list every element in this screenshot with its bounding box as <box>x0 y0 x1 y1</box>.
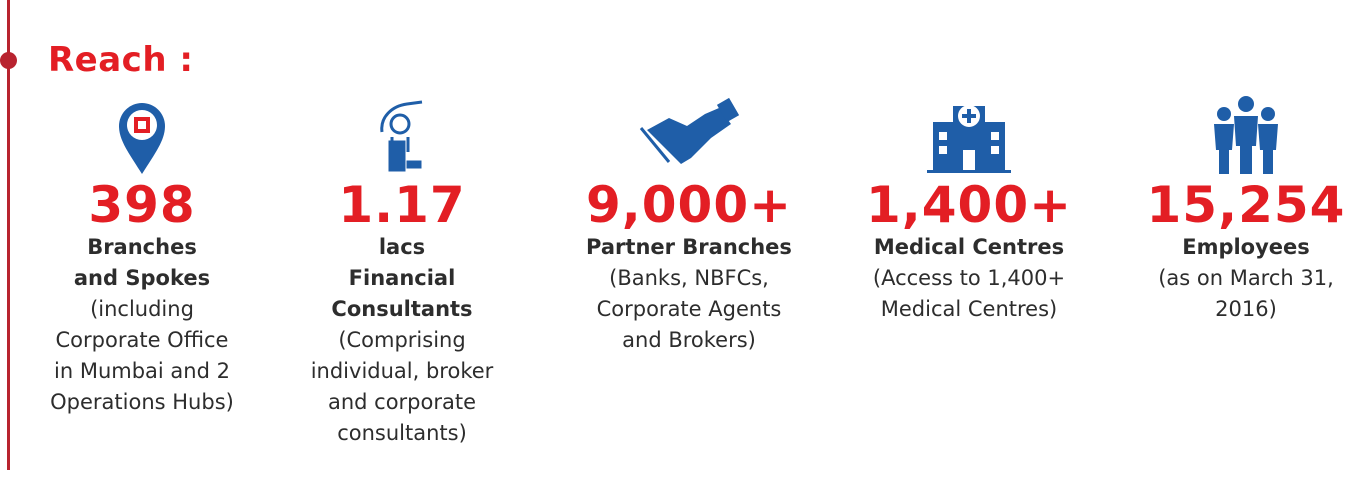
stat-column: 398 Branches and Spokes (including Corporate… <box>0 92 287 418</box>
stat-value: 1.17 <box>338 176 466 234</box>
stat-note: (Access to 1,400+ <box>872 266 1066 290</box>
stat-note: (Comprising <box>338 328 466 352</box>
side-rail <box>7 0 10 470</box>
stat-note: (including <box>90 297 194 321</box>
stat-column: 1.17 lacs Financial Consultants (Comprising i… <box>257 92 547 449</box>
stat-label: Partner Branches <box>586 235 792 259</box>
stat-label: Consultants <box>331 297 473 321</box>
stat-label: and Spokes <box>73 266 211 290</box>
stat-note: Corporate Office <box>55 328 229 352</box>
employees-icon <box>1214 96 1278 174</box>
stat-note: individual, broker <box>310 359 494 383</box>
stat-note: and Brokers) <box>622 328 756 352</box>
stat-value: 9,000+ <box>585 176 793 234</box>
stat-column: 1,400+ Medical Centres (Access to 1,400+ Me… <box>824 92 1114 325</box>
stat-label: Employees <box>1182 235 1310 259</box>
stat-note: (Banks, NBFCs, <box>609 266 769 290</box>
stat-note: (as on March 31, <box>1158 266 1334 290</box>
handshake-icon <box>639 97 739 164</box>
stat-label: Financial <box>348 266 456 290</box>
stat-note: consultants) <box>337 421 467 445</box>
hospital-icon <box>927 105 1011 173</box>
location-icon <box>119 103 165 174</box>
stat-label: Medical Centres <box>873 235 1065 259</box>
stat-note: Medical Centres) <box>880 297 1058 321</box>
stat-note: Corporate Agents <box>596 297 782 321</box>
stat-note: 2016) <box>1215 297 1277 321</box>
stat-column: 9,000+ Partner Branches (Banks, NBFCs, Corp… <box>544 92 834 356</box>
stat-value: 1,400+ <box>865 176 1073 234</box>
section-title: Reach : <box>48 40 194 80</box>
rail-dot <box>0 52 17 69</box>
stat-label: lacs <box>378 235 426 259</box>
stat-value: 398 <box>88 176 196 234</box>
consultant-icon <box>380 100 423 172</box>
stat-note: Operations Hubs) <box>50 390 234 414</box>
stat-note: in Mumbai and 2 <box>54 359 230 383</box>
stat-value: 15,254 <box>1146 176 1346 234</box>
stat-column: 15,254 Employees (as on March 31, 2016) <box>1101 92 1366 325</box>
stat-label: Branches <box>87 235 197 259</box>
stat-note: and corporate <box>327 390 477 414</box>
